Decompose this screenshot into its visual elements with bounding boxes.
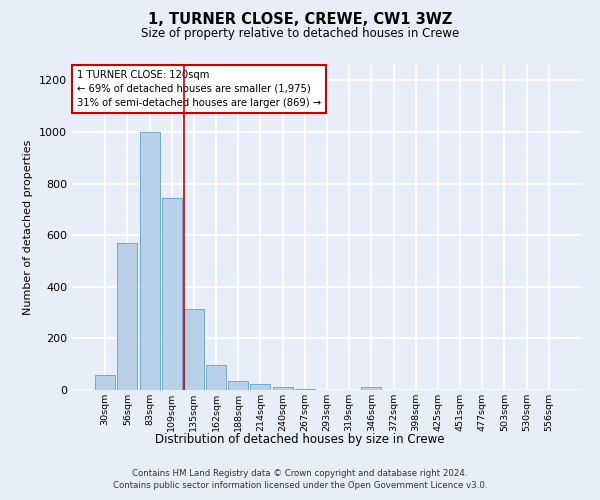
Bar <box>272 387 293 390</box>
Bar <box>295 388 315 390</box>
Y-axis label: Number of detached properties: Number of detached properties <box>23 140 34 315</box>
Text: 1, TURNER CLOSE, CREWE, CW1 3WZ: 1, TURNER CLOSE, CREWE, CW1 3WZ <box>148 12 452 28</box>
Bar <box>184 308 204 390</box>
Text: Distribution of detached houses by size in Crewe: Distribution of detached houses by size … <box>155 432 445 446</box>
Bar <box>206 366 226 390</box>
Bar <box>140 132 160 390</box>
Text: 1 TURNER CLOSE: 120sqm
← 69% of detached houses are smaller (1,975)
31% of semi-: 1 TURNER CLOSE: 120sqm ← 69% of detached… <box>77 70 321 108</box>
Bar <box>95 374 115 390</box>
Bar <box>118 243 137 390</box>
Text: Contains HM Land Registry data © Crown copyright and database right 2024.
Contai: Contains HM Land Registry data © Crown c… <box>113 468 487 490</box>
Bar <box>162 198 182 390</box>
Bar <box>228 381 248 390</box>
Bar <box>250 384 271 390</box>
Bar <box>361 387 382 390</box>
Text: Size of property relative to detached houses in Crewe: Size of property relative to detached ho… <box>141 28 459 40</box>
